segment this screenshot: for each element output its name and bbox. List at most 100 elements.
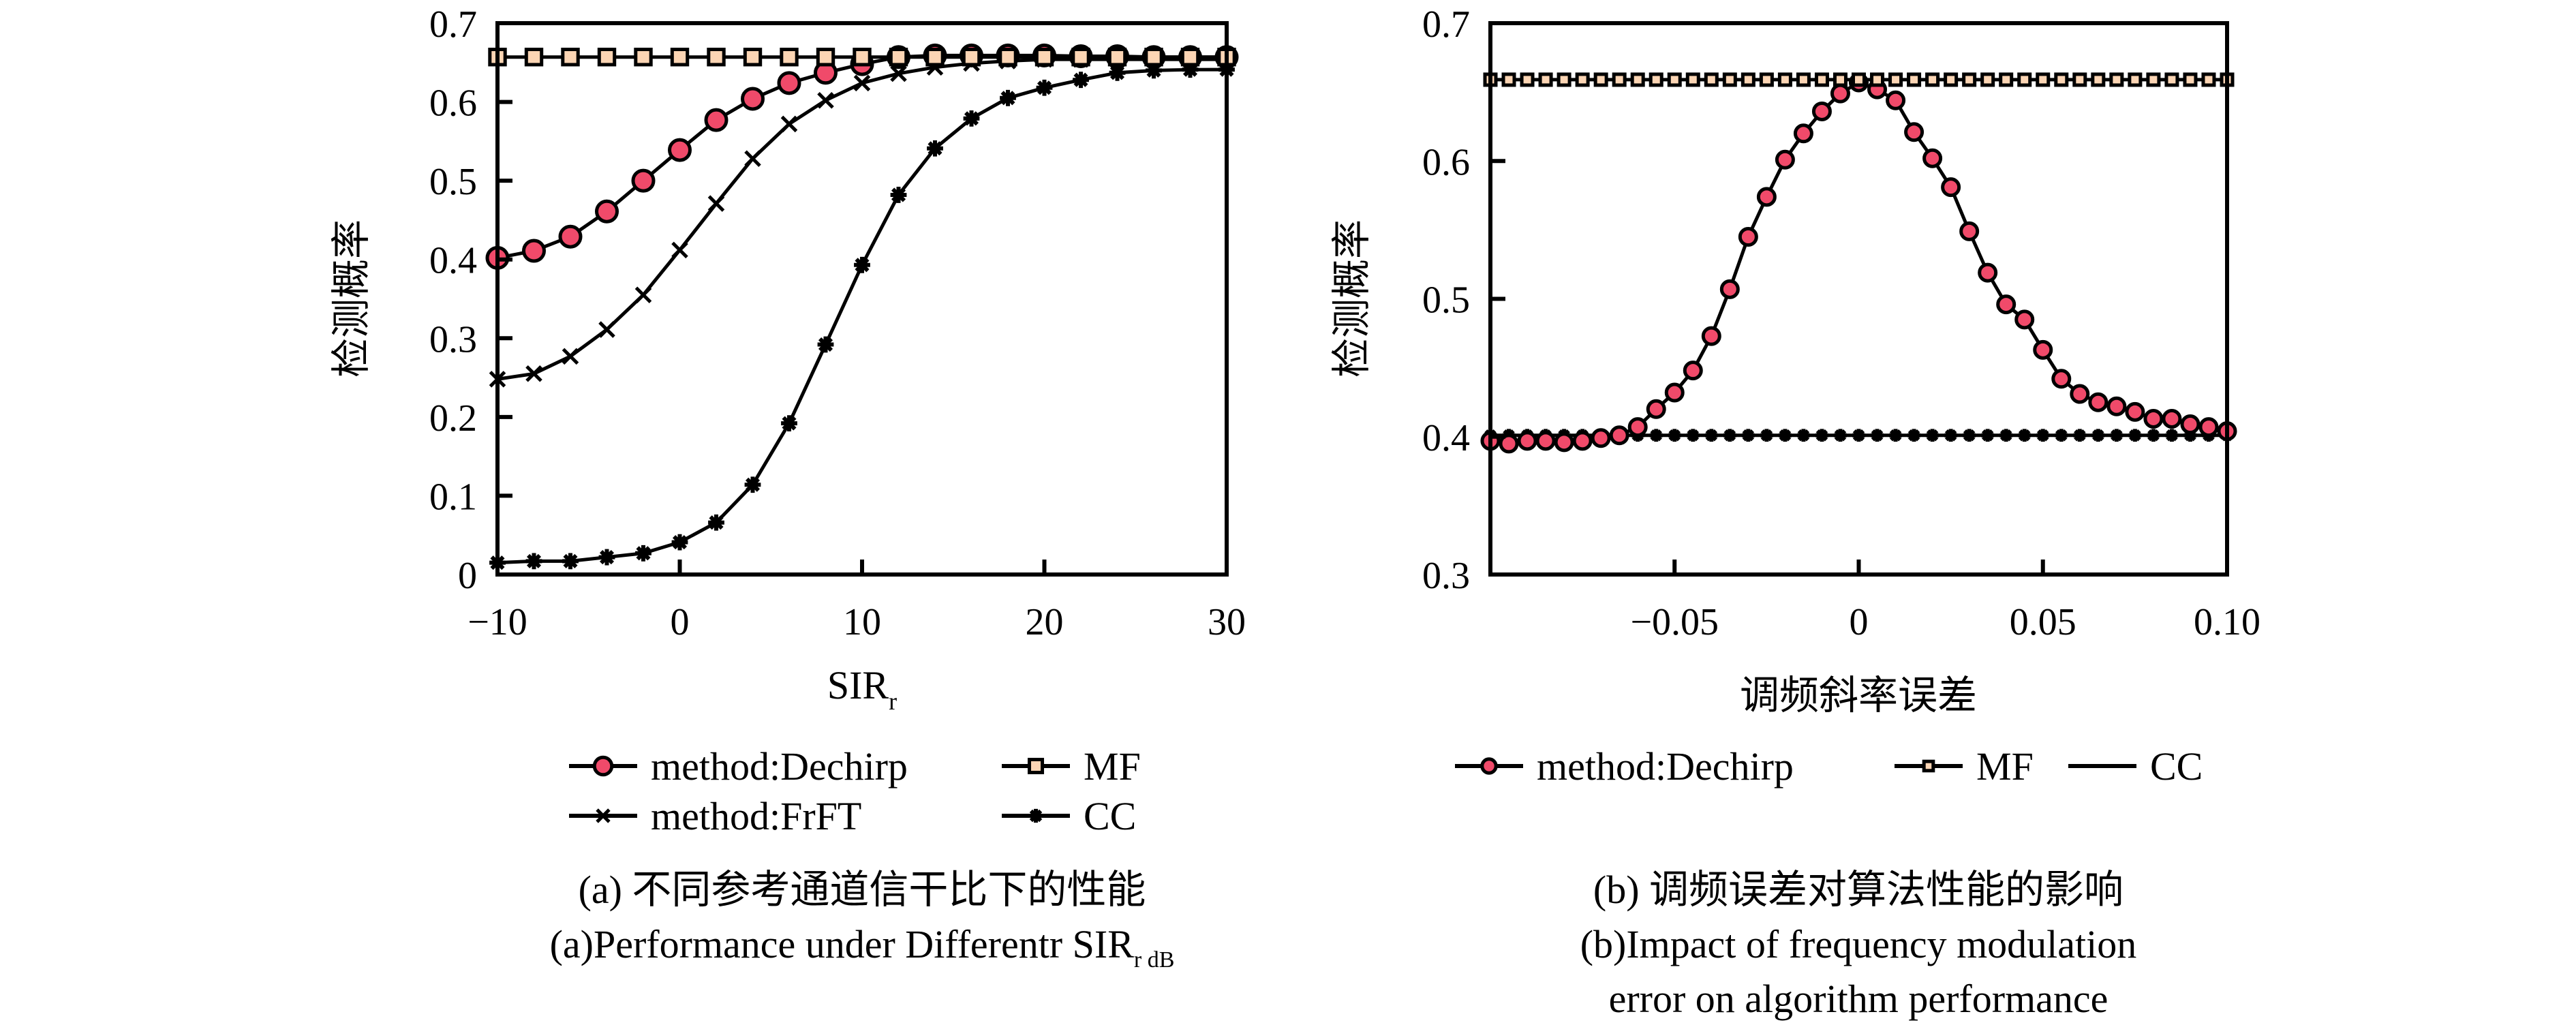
data-point xyxy=(1738,226,1758,247)
data-point xyxy=(1630,72,1645,87)
data-point xyxy=(1797,429,1810,442)
data-point xyxy=(1981,429,1995,442)
data-point xyxy=(525,553,542,570)
data-point xyxy=(1109,64,1126,81)
x-tick-label: 30 xyxy=(1208,601,1246,643)
data-point xyxy=(1144,47,1163,67)
data-point xyxy=(744,150,761,168)
data-point xyxy=(1701,326,1721,346)
data-point xyxy=(1612,72,1627,87)
data-point xyxy=(1815,429,1828,442)
data-point xyxy=(741,87,765,111)
data-point xyxy=(2018,429,2031,442)
data-point xyxy=(2014,309,2035,330)
data-point xyxy=(2051,369,2072,389)
data-point xyxy=(2091,72,2106,87)
ticks-b: 0.3 0.4 0.5 0.6 0.7 −0.05 0 0.05 0.10 xyxy=(1422,3,2260,643)
data-point xyxy=(2110,429,2123,442)
data-point xyxy=(671,241,688,259)
x-tick-label: −10 xyxy=(467,601,527,643)
data-point xyxy=(1667,72,1682,87)
y-tick-label: 0.7 xyxy=(429,3,477,46)
data-point xyxy=(1520,72,1535,87)
data-point xyxy=(1941,177,1961,198)
ticks-a: 00.10.20.30.40.50.60.7−10 0 10 20 30 xyxy=(429,3,1246,643)
data-point xyxy=(1870,72,1885,87)
data-point xyxy=(1499,433,1519,454)
series-method-dechirp xyxy=(1480,72,2237,454)
data-point xyxy=(634,286,652,303)
data-point xyxy=(525,365,542,382)
data-point xyxy=(1759,72,1774,87)
y-tick-label: 0.2 xyxy=(429,397,477,440)
data-point xyxy=(2017,72,2032,87)
data-point xyxy=(1833,72,1847,87)
x-axis-title-a-sub: r xyxy=(889,688,897,715)
data-point xyxy=(1925,72,1940,87)
data-point xyxy=(2036,429,2050,442)
data-point xyxy=(1999,429,2013,442)
data-point xyxy=(743,47,763,67)
x-axis-title-b: 调频斜率误差 xyxy=(1740,673,1977,718)
data-point xyxy=(853,74,871,92)
data-point xyxy=(1180,47,1200,67)
caption-a-en-main: (a)Performance under Differentr SIR xyxy=(550,922,1135,966)
legend-label: MF xyxy=(1976,744,2034,789)
x-axis-title-a: SIRr xyxy=(827,663,897,715)
y-tick-label: 0.7 xyxy=(1422,3,1470,46)
data-point xyxy=(890,65,907,82)
data-point xyxy=(1959,221,1980,241)
series-layer-b xyxy=(1480,72,2237,454)
data-point xyxy=(1904,122,1925,142)
data-point xyxy=(1073,72,1089,89)
data-point xyxy=(522,239,546,263)
legend-b: method:Dechirp MF CC xyxy=(1455,744,2203,789)
data-point xyxy=(2091,429,2105,442)
data-point xyxy=(1830,83,1850,104)
data-point xyxy=(1834,429,1847,442)
data-point xyxy=(963,110,980,127)
data-point xyxy=(2180,414,2201,435)
data-point xyxy=(998,47,1017,67)
data-point xyxy=(562,553,579,570)
data-point xyxy=(744,476,761,493)
data-point xyxy=(1978,262,1998,283)
data-point xyxy=(1649,429,1663,442)
legend-label: CC xyxy=(2150,744,2203,789)
caption-b-en-line2: error on algorithm performance xyxy=(1609,977,2109,1021)
data-point xyxy=(1704,429,1718,442)
data-point xyxy=(1723,429,1736,442)
data-point xyxy=(817,91,834,109)
series-line xyxy=(497,67,1227,565)
data-point xyxy=(598,549,615,566)
data-point xyxy=(2165,429,2179,442)
data-point xyxy=(1814,72,1829,87)
data-point xyxy=(1664,382,1685,403)
data-point xyxy=(1668,429,1681,442)
data-point xyxy=(1888,72,1903,87)
data-point xyxy=(1760,429,1773,442)
data-point xyxy=(597,47,617,67)
data-point xyxy=(1852,429,1865,442)
y-tick-label: 0 xyxy=(458,555,477,597)
x-tick-label: 20 xyxy=(1026,601,1064,643)
legend-marker xyxy=(1922,759,1935,773)
data-point xyxy=(1741,72,1755,87)
y-tick-label: 0.5 xyxy=(429,161,477,203)
data-point xyxy=(2073,429,2087,442)
y-tick-label: 0.3 xyxy=(429,318,477,361)
legend-item: MF xyxy=(1002,744,1141,789)
caption-b-cn: (b) 调频误差对算法性能的影响 xyxy=(1593,868,2123,912)
data-point xyxy=(2109,72,2124,87)
data-point xyxy=(1535,431,1556,451)
legend-label: method:Dechirp xyxy=(1537,744,1794,789)
legend-a: method:Dechirp MF method:FrFT CC xyxy=(569,744,1141,838)
data-point xyxy=(558,224,583,249)
data-point xyxy=(1963,429,1976,442)
data-point xyxy=(2036,72,2051,87)
data-point xyxy=(889,47,908,67)
data-point xyxy=(927,140,943,157)
legend-marker xyxy=(592,755,614,777)
x-tick-label: 0.10 xyxy=(2194,601,2260,643)
